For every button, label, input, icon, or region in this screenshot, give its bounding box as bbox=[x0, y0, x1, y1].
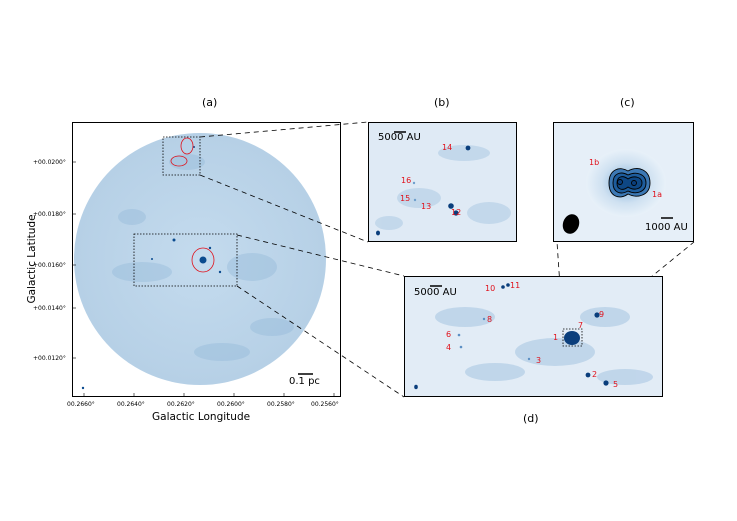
ytick-3: +00.0160° bbox=[33, 262, 66, 269]
svg-text:4: 4 bbox=[446, 343, 451, 352]
source-1-core bbox=[564, 331, 580, 345]
ytick-4: +00.0140° bbox=[33, 305, 66, 312]
xtick-4: 00.2600° bbox=[217, 401, 245, 408]
panel-label-a: (a) bbox=[202, 96, 218, 109]
panel-d-frame bbox=[404, 276, 663, 397]
svg-text:14: 14 bbox=[442, 143, 452, 152]
ytick-5: +00.0120° bbox=[33, 355, 66, 362]
svg-text:1: 1 bbox=[553, 333, 558, 342]
svg-text:13: 13 bbox=[421, 202, 431, 211]
panel-c-scalebar-label: 1000 AU bbox=[645, 222, 688, 233]
zoom-box-d bbox=[133, 233, 238, 287]
panel-d-scalebar-label: 5000 AU bbox=[414, 287, 457, 298]
xtick-2: 00.2640° bbox=[117, 401, 145, 408]
svg-text:3: 3 bbox=[536, 356, 541, 365]
contour-main bbox=[191, 247, 215, 273]
xtick-6: 00.2560° bbox=[311, 401, 339, 408]
panel-b-frame bbox=[368, 122, 517, 242]
svg-text:12: 12 bbox=[451, 208, 461, 217]
main-map bbox=[72, 133, 335, 397]
svg-text:7: 7 bbox=[578, 321, 583, 330]
panel-c-map: 1b 1a bbox=[554, 123, 693, 241]
ytick-1: +00.0200° bbox=[33, 159, 66, 166]
svg-text:6: 6 bbox=[446, 330, 451, 339]
xtick-5: 00.2580° bbox=[267, 401, 295, 408]
svg-text:1b: 1b bbox=[589, 158, 599, 167]
svg-text:5: 5 bbox=[613, 380, 618, 389]
svg-text:8: 8 bbox=[487, 315, 492, 324]
panel-c-frame bbox=[553, 122, 694, 242]
svg-text:9: 9 bbox=[599, 310, 604, 319]
svg-text:11: 11 bbox=[510, 281, 520, 290]
panel-label-c: (c) bbox=[620, 96, 635, 109]
svg-text:1a: 1a bbox=[652, 190, 662, 199]
source-1-dot bbox=[199, 256, 207, 264]
panel-d-map: 10 11 8 6 4 1 7 9 3 2 5 bbox=[405, 277, 662, 396]
zoom-box-b bbox=[162, 136, 201, 176]
xtick-1: 00.2660° bbox=[67, 401, 95, 408]
main-map-frame bbox=[72, 122, 341, 397]
diffuse-emission bbox=[112, 154, 294, 361]
panel-b-map: 14 16 15 13 12 bbox=[369, 123, 516, 241]
panel-label-b: (b) bbox=[434, 96, 450, 109]
svg-text:10: 10 bbox=[485, 284, 495, 293]
svg-text:2: 2 bbox=[592, 370, 597, 379]
xtick-3: 00.2620° bbox=[167, 401, 195, 408]
panel-b-scalebar-label: 5000 AU bbox=[378, 132, 421, 143]
svg-text:16: 16 bbox=[401, 176, 411, 185]
x-axis-title: Galactic Longitude bbox=[152, 411, 251, 423]
svg-text:15: 15 bbox=[400, 194, 410, 203]
scalebar-label: 0.1 pc bbox=[289, 376, 320, 387]
panel-label-d: (d) bbox=[523, 412, 539, 425]
ytick-2: +00.0180° bbox=[33, 211, 66, 218]
